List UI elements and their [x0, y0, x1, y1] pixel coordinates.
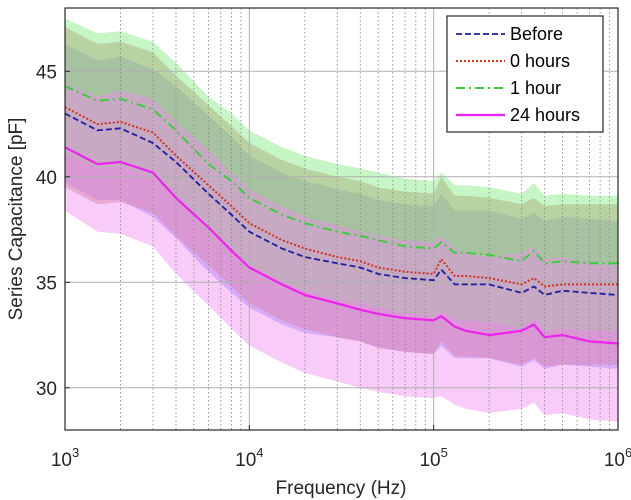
x-tick-base: 10	[51, 450, 72, 471]
band-24-hours	[65, 84, 618, 422]
y-tick-label: 30	[36, 379, 57, 400]
legend-label-24-hours: 24 hours	[510, 105, 580, 125]
x-tick-label: 105	[419, 445, 447, 471]
x-tick-base: 10	[419, 450, 440, 471]
x-tick-label: 103	[51, 445, 79, 471]
y-axis-ticks: 30 35 40 45	[36, 62, 70, 400]
band-1-hour	[65, 18, 618, 331]
plot-frame	[64, 7, 619, 431]
x-tick-exponent: 6	[625, 445, 631, 460]
x-tick-label: 104	[235, 445, 263, 471]
legend-label-1-hour: 1 hour	[510, 78, 561, 98]
x-axis-ticks: 103 104 105 106	[51, 425, 631, 471]
x-tick-base: 10	[604, 450, 625, 471]
legend-label-0-hours: 0 hours	[510, 51, 570, 71]
series-line-before	[64, 112, 619, 296]
confidence-bands	[65, 18, 618, 422]
x-tick-exponent: 4	[256, 445, 263, 460]
y-tick-label: 40	[36, 168, 57, 189]
band-0-hours	[65, 27, 618, 367]
legend-label-before: Before	[510, 24, 563, 44]
y-tick-label: 45	[36, 62, 57, 83]
x-axis-label: Frequency (Hz)	[276, 478, 407, 499]
legend: Before 0 hours 1 hour 24 hours	[446, 15, 604, 133]
x-tick-exponent: 3	[72, 445, 79, 460]
y-axis-label: Series Capacitance [pF]	[6, 118, 27, 321]
series-line-1-hour	[64, 85, 618, 265]
y-tick-label: 35	[36, 273, 57, 294]
x-tick-exponent: 5	[441, 445, 448, 460]
x-tick-base: 10	[235, 450, 256, 471]
series-line-24-hours	[64, 146, 619, 345]
x-tick-label: 106	[604, 445, 631, 471]
band-before	[65, 43, 618, 369]
legend-box	[446, 15, 604, 133]
series-lines	[64, 85, 619, 345]
